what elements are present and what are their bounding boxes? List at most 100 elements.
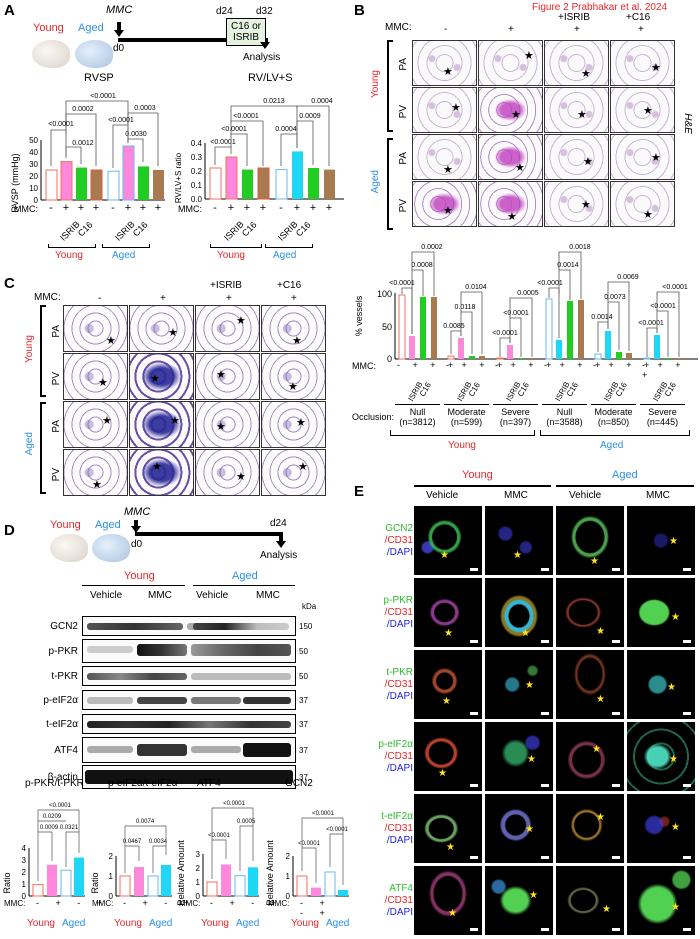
young-label: Young — [50, 519, 81, 531]
kda-marker: 50 — [299, 671, 308, 681]
sign: - — [279, 202, 283, 214]
micrograph: ★ — [610, 181, 675, 227]
micrograph: ★ — [412, 87, 477, 133]
svg-text:0.0014: 0.0014 — [591, 314, 613, 321]
if-image: ★ — [555, 577, 625, 648]
aged-header: Aged — [232, 570, 258, 582]
occlusion-group: Severe (n=397) — [493, 404, 538, 427]
svg-text:<0.0001: <0.0001 — [492, 330, 518, 337]
svg-text:4: 4 — [22, 844, 27, 853]
col-sign: + — [574, 24, 580, 35]
if-image-grid: ★ ★ ★ ★ ★ ★ ★ ★ ★ ★ ★ ★ ★ ★ ★ ★ ★ ★ ★ ★ … — [413, 505, 696, 936]
svg-text:0.4: 0.4 — [191, 139, 203, 148]
aged-bracket — [540, 430, 690, 436]
col-sign: + — [226, 293, 232, 304]
svg-text:0: 0 — [286, 892, 291, 901]
svg-text:<0.0001: <0.0001 — [210, 139, 236, 146]
chart-title-rvsp: RVSP — [84, 72, 114, 84]
blot-row: GCN2 150 — [10, 614, 340, 638]
sign: + — [62, 202, 70, 214]
condition-label: Vehicle — [90, 590, 123, 601]
svg-text:<0.0001: <0.0001 — [90, 93, 116, 100]
svg-text:<0.0001: <0.0001 — [537, 280, 563, 287]
young-bracket — [210, 244, 262, 248]
row-label-pa: PA — [398, 152, 409, 165]
young-row-label: Young — [370, 70, 381, 98]
col-sign: - — [444, 24, 448, 35]
timeline-start-arrow — [134, 520, 138, 528]
micrograph: ★ — [195, 305, 260, 352]
sign: + — [293, 202, 301, 214]
sign: + — [154, 202, 162, 214]
micrograph: ★ — [412, 40, 477, 86]
svg-text:Relative Amount: Relative Amount — [176, 840, 186, 906]
sign: + — [92, 202, 100, 214]
if-image: ★ — [555, 721, 625, 792]
micrograph: ★ — [129, 305, 194, 352]
panel-c-label: C — [4, 275, 15, 292]
svg-text:<0.0001: <0.0001 — [389, 280, 415, 287]
svg-text:0.0003: 0.0003 — [134, 105, 156, 112]
aged-group-label: Aged — [273, 250, 297, 261]
svg-text:<0.0001: <0.0001 — [49, 803, 72, 809]
if-image: ★ — [484, 793, 554, 864]
treatment-labels-b: ISRIB C16 ISRIB C16 ISRIB C16 ISRIB C16 … — [350, 375, 700, 405]
if-image: ★ — [626, 865, 696, 936]
svg-text:0.0073: 0.0073 — [604, 294, 626, 301]
occlusion-chart: % vessels 100 50 0 — [350, 236, 700, 366]
condition-label: MMC — [504, 490, 528, 501]
micrograph: ★ — [63, 449, 128, 496]
micrograph: ★ — [544, 181, 609, 227]
svg-text:50: 50 — [29, 136, 38, 145]
svg-text:0.0467: 0.0467 — [123, 839, 142, 845]
micrograph: ★ — [478, 181, 543, 227]
blot-image — [82, 765, 296, 789]
micrograph: ★ — [63, 401, 128, 448]
condition-label: MMC — [148, 590, 172, 601]
if-image: ★ — [555, 793, 625, 864]
blot-image — [82, 666, 296, 686]
sign: + — [139, 202, 147, 214]
if-image: ★ — [413, 793, 483, 864]
micrograph: ★ — [412, 181, 477, 227]
svg-text:0.0118: 0.0118 — [455, 304, 476, 311]
svg-text:2: 2 — [109, 852, 114, 861]
arrow-down-icon — [114, 30, 124, 37]
young-group-label: Young — [217, 250, 245, 261]
aged-group-label: Aged — [326, 918, 350, 929]
if-image: ★ — [484, 577, 554, 648]
kda-marker: 37 — [299, 772, 308, 782]
svg-text:Ratio: Ratio — [2, 872, 12, 893]
mmc-signs-b: - + + + — [397, 360, 459, 370]
timeline-analysis: Analysis — [243, 52, 281, 63]
svg-text:0: 0 — [196, 892, 201, 901]
young-group-label: Young — [55, 250, 83, 261]
sign: - — [111, 202, 115, 214]
aged-label: Aged — [78, 22, 104, 34]
timeline-d32: d32 — [256, 6, 273, 17]
if-image: ★ — [484, 505, 554, 576]
timeline-end-stem — [279, 532, 283, 542]
svg-text:100: 100 — [377, 289, 392, 299]
svg-text:<0.0001: <0.0001 — [223, 801, 246, 807]
young-bracket — [48, 244, 96, 248]
chart-title-rvlvs: RV/LV+S — [248, 72, 293, 84]
mmc-label: MMC: — [352, 361, 376, 371]
svg-text:2: 2 — [286, 852, 291, 861]
svg-text:0.1: 0.1 — [191, 181, 203, 190]
if-row-labels: GCN2/CD31/DAPI p-PKR/CD31/DAPI t-PKR/CD3… — [355, 505, 413, 937]
row-label-pv: PV — [51, 468, 62, 482]
sign: + — [124, 202, 132, 214]
if-row-label: p-PKR/CD31/DAPI — [383, 595, 413, 630]
arrow-down-icon — [131, 526, 141, 533]
aged-group-label: Aged — [62, 918, 86, 929]
micrograph: ★ — [412, 134, 477, 180]
occlusion-group: Null (n=3812) — [395, 404, 440, 427]
if-image: ★ — [413, 649, 483, 720]
timeline-d0: d0 — [113, 43, 125, 54]
aged-bracket — [387, 138, 393, 230]
if-image: ★ — [626, 721, 696, 792]
micrograph: ★ — [63, 353, 128, 400]
svg-text:0.0002: 0.0002 — [72, 106, 94, 113]
svg-text:<0.0001: <0.0001 — [221, 126, 247, 133]
